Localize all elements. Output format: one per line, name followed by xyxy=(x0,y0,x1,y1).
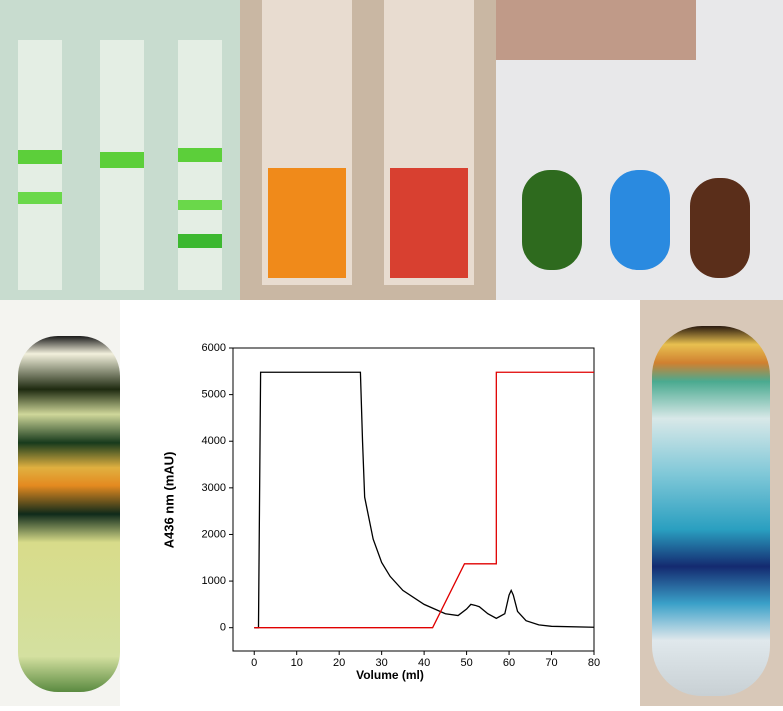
band xyxy=(18,192,62,204)
x-tick-label: 0 xyxy=(251,657,257,669)
x-tick-label: 10 xyxy=(291,657,303,669)
x-tick-label: 40 xyxy=(418,657,430,669)
tube-blue xyxy=(610,170,670,270)
x-tick-label: 60 xyxy=(503,657,515,669)
y-axis-title: A436 nm (mAU) xyxy=(161,452,176,549)
x-tick-label: 70 xyxy=(545,657,557,669)
y-tick-label: 4000 xyxy=(202,435,226,447)
tube xyxy=(18,40,62,290)
series-line xyxy=(254,371,595,629)
y-tick-label: 2000 xyxy=(202,528,226,540)
y-tick-label: 0 xyxy=(220,622,226,634)
column xyxy=(18,336,120,692)
y-tick-label: 6000 xyxy=(202,342,226,354)
x-tick-label: 20 xyxy=(333,657,345,669)
solution xyxy=(390,168,468,278)
band xyxy=(100,152,144,168)
x-tick-label: 30 xyxy=(376,657,388,669)
y-tick-label: 5000 xyxy=(202,389,226,401)
tube xyxy=(178,40,222,290)
x-axis-title: Volume (ml) xyxy=(356,668,424,682)
y-tick-label: 1000 xyxy=(202,575,226,587)
plot-frame xyxy=(232,347,595,652)
band xyxy=(18,150,62,164)
band xyxy=(178,148,222,162)
solution xyxy=(268,168,346,278)
y-tick-label: 3000 xyxy=(202,482,226,494)
band xyxy=(178,234,222,248)
band xyxy=(178,200,222,210)
hand xyxy=(496,0,696,60)
tube-brown xyxy=(690,178,750,278)
tube-green xyxy=(522,170,582,270)
column xyxy=(652,326,770,696)
series-line xyxy=(254,371,594,629)
chart: Volume (ml) A436 nm (mAU) 0 10 20 30 40 50 60 7… xyxy=(161,342,600,682)
x-tick-label: 50 xyxy=(460,657,472,669)
x-tick-label: 80 xyxy=(588,657,600,669)
